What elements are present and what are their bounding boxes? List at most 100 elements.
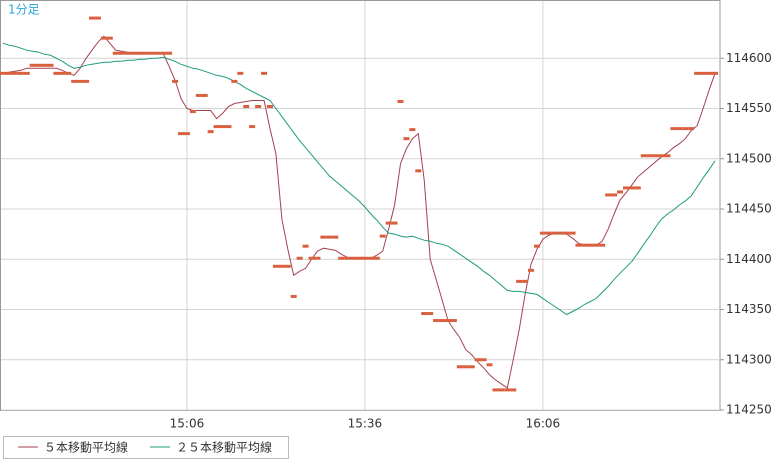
- price-dash: [646, 154, 653, 158]
- price-dash: [634, 186, 641, 190]
- x-tick-label: 16:06: [526, 417, 561, 431]
- x-tick-label: 15:36: [348, 417, 383, 431]
- price-dash: [308, 256, 315, 260]
- price-dash: [261, 71, 268, 75]
- price-dash: [706, 71, 713, 75]
- price-dash: [480, 358, 487, 362]
- price-dash: [397, 99, 404, 103]
- price-dash: [77, 79, 84, 83]
- price-dash: [676, 127, 683, 131]
- price-dash: [385, 221, 392, 225]
- price-dash: [154, 51, 161, 55]
- price-dash: [249, 125, 256, 129]
- price-dash: [136, 51, 143, 55]
- legend-label: ２５本移動平均線: [176, 440, 272, 455]
- price-dash: [29, 63, 36, 67]
- price-dash: [593, 243, 600, 247]
- price-dash: [433, 319, 440, 323]
- price-dash: [338, 256, 345, 260]
- price-dash: [278, 264, 285, 268]
- legend-box: [3, 436, 289, 459]
- price-dash: [539, 231, 546, 235]
- price-dash: [166, 51, 173, 55]
- price-dash: [444, 319, 451, 323]
- price-dash: [5, 71, 12, 75]
- price-dash: [587, 243, 594, 247]
- price-dash: [557, 231, 564, 235]
- price-dash: [94, 16, 101, 20]
- price-dash: [361, 256, 368, 260]
- price-dash: [53, 71, 60, 75]
- price-dash: [367, 256, 374, 260]
- y-tick-label: 114400: [726, 252, 772, 266]
- price-dash: [177, 132, 184, 136]
- price-dash: [284, 264, 291, 268]
- price-dash: [17, 71, 24, 75]
- price-dash: [551, 231, 558, 235]
- price-dash: [320, 235, 327, 239]
- price-dash: [611, 193, 618, 197]
- price-dash: [326, 235, 333, 239]
- price-dash: [219, 125, 226, 129]
- price-dash: [23, 71, 30, 75]
- price-dash: [439, 319, 446, 323]
- y-tick-label: 114300: [726, 352, 772, 366]
- price-dash: [569, 231, 576, 235]
- price-dash: [272, 264, 279, 268]
- price-dash: [391, 221, 398, 225]
- price-dash: [160, 51, 167, 55]
- price-dash: [302, 244, 309, 248]
- price-dash: [688, 127, 695, 131]
- price-dash: [88, 16, 95, 20]
- price-dash: [344, 256, 351, 260]
- price-dash: [189, 110, 196, 114]
- price-dash: [350, 256, 357, 260]
- chart-title: 1分足: [8, 3, 40, 17]
- price-dash: [711, 71, 718, 75]
- price-dash: [225, 125, 232, 129]
- price-dash: [65, 71, 72, 75]
- y-tick-label: 114500: [726, 151, 772, 165]
- y-tick-label: 114550: [726, 101, 772, 115]
- price-dash: [403, 137, 410, 141]
- price-dash: [563, 231, 570, 235]
- price-dash: [664, 154, 671, 158]
- y-tick-label: 114250: [726, 403, 772, 417]
- price-dash: [581, 243, 588, 247]
- price-dash: [682, 127, 689, 131]
- price-dash: [456, 365, 463, 369]
- price-dash: [409, 128, 416, 132]
- price-dash: [183, 132, 190, 136]
- moving-average-line: [2, 42, 716, 316]
- price-dash: [213, 125, 220, 129]
- price-dash: [296, 256, 303, 260]
- price-dash: [516, 279, 523, 283]
- price-dash: [332, 235, 339, 239]
- price-dash: [11, 71, 18, 75]
- y-tick-label: 114350: [726, 302, 772, 316]
- price-dash: [237, 71, 244, 75]
- price-dash: [617, 190, 624, 194]
- price-dash: [373, 256, 380, 260]
- price-dash: [599, 243, 606, 247]
- price-dash: [255, 105, 262, 109]
- y-tick-label: 114450: [726, 202, 772, 216]
- y-tick-label: 114600: [726, 51, 772, 65]
- price-dash: [0, 71, 6, 75]
- price-dash: [379, 234, 386, 238]
- price-dash: [545, 231, 552, 235]
- price-dash: [700, 71, 707, 75]
- price-dash: [492, 388, 499, 392]
- price-dash: [652, 154, 659, 158]
- price-dash: [533, 244, 540, 248]
- price-dash: [314, 256, 321, 260]
- price-dash: [47, 63, 54, 67]
- price-dash: [622, 186, 629, 190]
- price-dash: [640, 154, 647, 158]
- price-dash: [694, 71, 701, 75]
- price-dash: [71, 79, 78, 83]
- price-dash: [355, 256, 362, 260]
- price-dash: [118, 51, 125, 55]
